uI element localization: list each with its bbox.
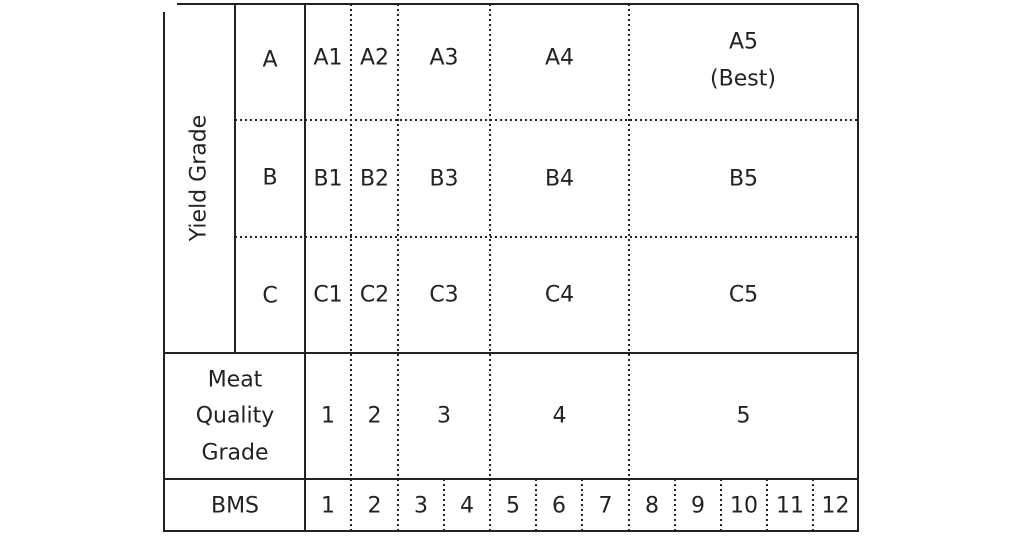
bms-value-11: 11	[776, 493, 804, 519]
meat-quality-label-line3: Grade	[201, 440, 269, 466]
bms-value-9: 9	[691, 493, 705, 519]
grade-cell-a4: A4	[544, 45, 575, 71]
grade-cell-a1: A1	[313, 45, 343, 71]
meat-quality-grade-2: 2	[367, 403, 382, 429]
grade-cell-c3: C3	[429, 282, 459, 308]
best-note: (Best)	[710, 66, 776, 92]
yield-grade-c: C	[262, 283, 278, 309]
bms-value-6: 6	[552, 493, 566, 519]
bms-value-3: 3	[414, 493, 428, 519]
yield-grade-a: A	[262, 47, 278, 73]
grade-cell-b1: B1	[313, 165, 343, 191]
grade-cell-a5: A5	[728, 29, 759, 55]
bms-value-4: 4	[460, 493, 474, 519]
meat-quality-label-line2: Quality	[195, 403, 275, 429]
meat-quality-grade-4: 4	[552, 403, 567, 429]
meat-quality-label-line1: Meat	[207, 367, 263, 393]
grade-cell-b4: B4	[544, 165, 575, 191]
grade-cell-c4: C4	[544, 282, 575, 308]
grade-cell-c5: C5	[728, 282, 759, 308]
bms-label: BMS	[210, 493, 260, 519]
grade-cell-a3: A3	[429, 45, 459, 71]
yield-grade-b: B	[262, 165, 278, 191]
grade-cell-c2: C2	[359, 282, 390, 308]
grade-cell-b3: B3	[429, 165, 459, 191]
meat-quality-grade-1: 1	[321, 403, 335, 429]
meat-quality-grade-5: 5	[736, 403, 751, 429]
bms-value-8: 8	[645, 493, 659, 519]
grade-cell-a2: A2	[359, 45, 390, 71]
grade-cell-c1: C1	[313, 282, 343, 308]
bms-value-5: 5	[506, 493, 520, 519]
bms-value-1: 1	[321, 493, 335, 519]
grade-cell-b5: B5	[728, 165, 759, 191]
bms-value-10: 10	[730, 493, 758, 519]
bms-value-7: 7	[598, 493, 613, 519]
yield-grade-label: Yield Grade	[186, 114, 212, 242]
meat-quality-grade-3: 3	[437, 403, 451, 429]
bms-value-12: 12	[821, 493, 850, 519]
grade-cell-b2: B2	[359, 165, 390, 191]
bms-value-2: 2	[367, 493, 382, 519]
